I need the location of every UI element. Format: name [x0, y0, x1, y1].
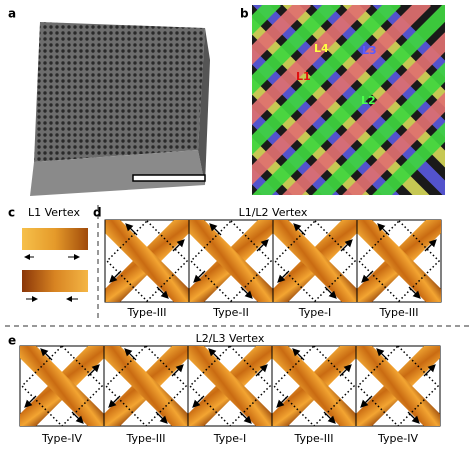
- vertex-image: [89, 329, 202, 442]
- type-label: Type-IV: [377, 432, 418, 445]
- vertex-image: [174, 204, 287, 317]
- panel-label: a: [8, 7, 16, 21]
- layer-label: L3: [362, 44, 377, 57]
- vertex-image: [341, 329, 454, 442]
- figure: a b L1 L2 L3 L4 c L1 Vertex d L1/L2 Vert…: [0, 0, 474, 459]
- panel-label: d: [93, 206, 102, 220]
- panel-label: b: [240, 7, 249, 21]
- vertex-image: [258, 204, 371, 317]
- type-label: Type-III: [127, 306, 167, 319]
- type-label: Type-I: [213, 432, 246, 445]
- layer-label: L2: [361, 94, 376, 107]
- vertex-image: [257, 329, 370, 442]
- bar-image: [22, 270, 88, 292]
- panel-c: c L1 Vertex: [8, 206, 88, 300]
- panel-a: a: [8, 5, 230, 200]
- scale-bar: [133, 175, 205, 181]
- panel-label: e: [8, 334, 16, 348]
- vertex-image: [173, 329, 286, 442]
- panel-title: L2/L3 Vertex: [196, 332, 265, 345]
- vertex-image: [90, 204, 203, 317]
- panel-title: L1 Vertex: [28, 206, 80, 219]
- vertex-image: [5, 329, 118, 442]
- type-label: Type-IV: [41, 432, 82, 445]
- layer-label: L1: [296, 70, 311, 83]
- type-label: Type-III: [379, 306, 419, 319]
- vertex-image: [342, 204, 455, 317]
- lattice-top: [34, 22, 205, 162]
- type-label: Type-III: [126, 432, 166, 445]
- bar-image: [22, 228, 88, 250]
- type-label: Type-I: [298, 306, 331, 319]
- panel-label: c: [8, 206, 15, 220]
- type-label: Type-III: [294, 432, 334, 445]
- panel-title: L1/L2 Vertex: [239, 206, 308, 219]
- layer-label: L4: [314, 42, 329, 55]
- type-label: Type-II: [212, 306, 249, 319]
